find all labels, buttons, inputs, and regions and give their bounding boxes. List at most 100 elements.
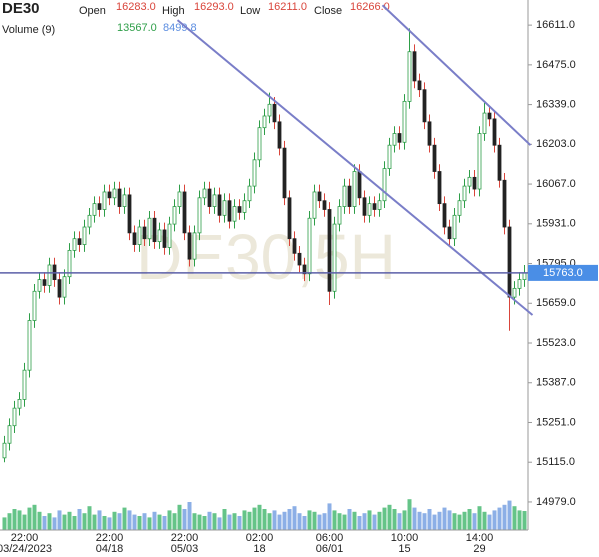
candle-body [417, 80, 422, 91]
x-tick-date: 05/03 [171, 543, 199, 555]
candle-body [112, 188, 117, 199]
candle-body [117, 188, 122, 207]
volume-bar [127, 510, 132, 530]
x-tick-date: 15 [398, 543, 410, 555]
volume-bar [487, 514, 492, 530]
candle-body [237, 206, 242, 213]
candle-body [367, 203, 372, 216]
volume-bar [407, 499, 412, 530]
volume-bar [212, 513, 217, 530]
volume-bar [97, 510, 102, 530]
volume-bar [492, 510, 497, 530]
volume-bar [372, 514, 377, 530]
candle-body [272, 103, 277, 123]
volume-bar [87, 506, 92, 530]
volume-bar [307, 510, 312, 530]
y-tick-label: 15659.0 [536, 297, 576, 309]
volume-bar [12, 509, 17, 530]
candle-body [147, 217, 152, 240]
candle-body [202, 188, 207, 199]
candle-body [72, 238, 77, 251]
volume-bar [352, 511, 357, 530]
volume-bar [237, 516, 242, 530]
volume-ma-value: 8499.8 [163, 22, 197, 34]
volume-bar [377, 511, 382, 530]
volume-bar [402, 510, 407, 530]
candle-body [22, 369, 27, 400]
volume-bar [102, 516, 107, 530]
candle-body [462, 185, 467, 202]
volume-bar [507, 500, 512, 530]
volume-bar [327, 503, 332, 530]
candle-body [162, 229, 167, 248]
volume-bar [82, 513, 87, 530]
volume-bar [322, 513, 327, 530]
candle-body [27, 320, 32, 371]
candle-body [57, 279, 62, 298]
candle-body [327, 209, 332, 292]
x-tick-time: 10:00 [391, 532, 419, 544]
x-tick-date: 03/24/2023 [0, 543, 52, 555]
candle-body [332, 223, 337, 292]
candle-body [522, 272, 527, 281]
candle-body [402, 100, 407, 143]
candle-body [447, 226, 452, 240]
volume-bar [187, 502, 192, 530]
volume-bar [287, 509, 292, 530]
candle-body [242, 200, 247, 213]
volume-bar [457, 514, 462, 530]
volume-bar [242, 510, 247, 530]
price-label-box [528, 264, 598, 281]
volume-bar [522, 511, 527, 530]
volume-bar [177, 504, 182, 530]
low-value: 16211.0 [268, 1, 307, 13]
candle-body [107, 191, 112, 199]
volume-bar [447, 510, 452, 530]
candle-body [187, 232, 192, 260]
trendline [176, 19, 534, 316]
volume-value: 13567.0 [117, 22, 157, 34]
trendline [381, 4, 532, 146]
volume-bar [7, 513, 12, 530]
volume-bar [197, 514, 202, 530]
candle-body [17, 398, 22, 409]
volume-bar [397, 513, 402, 530]
candle-body [212, 194, 217, 207]
candle-body [312, 191, 317, 219]
volume-bar [312, 511, 317, 530]
high-value: 16293.0 [194, 1, 234, 13]
volume-bar [382, 507, 387, 530]
candle-body [82, 226, 87, 245]
x-tick-date: 29 [473, 543, 485, 555]
volume-bar [57, 510, 62, 530]
volume-label: Volume (9) [2, 24, 55, 36]
volume-bar [502, 504, 507, 530]
volume-bar [467, 509, 472, 530]
candle-body [382, 168, 387, 202]
volume-bar [387, 504, 392, 530]
candle-body [362, 197, 367, 216]
candle-body [297, 252, 302, 266]
candle-body [7, 425, 12, 444]
symbol: DE30 [2, 0, 40, 17]
volume-bar [347, 509, 352, 530]
candle-body [192, 232, 197, 260]
high-label: High [162, 5, 185, 17]
candle-body [232, 206, 237, 222]
candle-body [292, 238, 297, 254]
volume-bar [277, 514, 282, 530]
candle-body [247, 185, 252, 202]
volume-bar [157, 514, 162, 530]
volume-bar [62, 514, 67, 530]
candle-body [512, 287, 517, 298]
volume-bar [297, 513, 302, 530]
volume-bar [27, 507, 32, 530]
volume-bar [317, 514, 322, 530]
volume-bar [182, 509, 187, 530]
candle-body [452, 214, 457, 240]
volume-bar [17, 510, 22, 530]
candle-body [427, 121, 432, 146]
x-tick-date: 06/01 [316, 543, 344, 555]
volume-bar [162, 516, 167, 530]
